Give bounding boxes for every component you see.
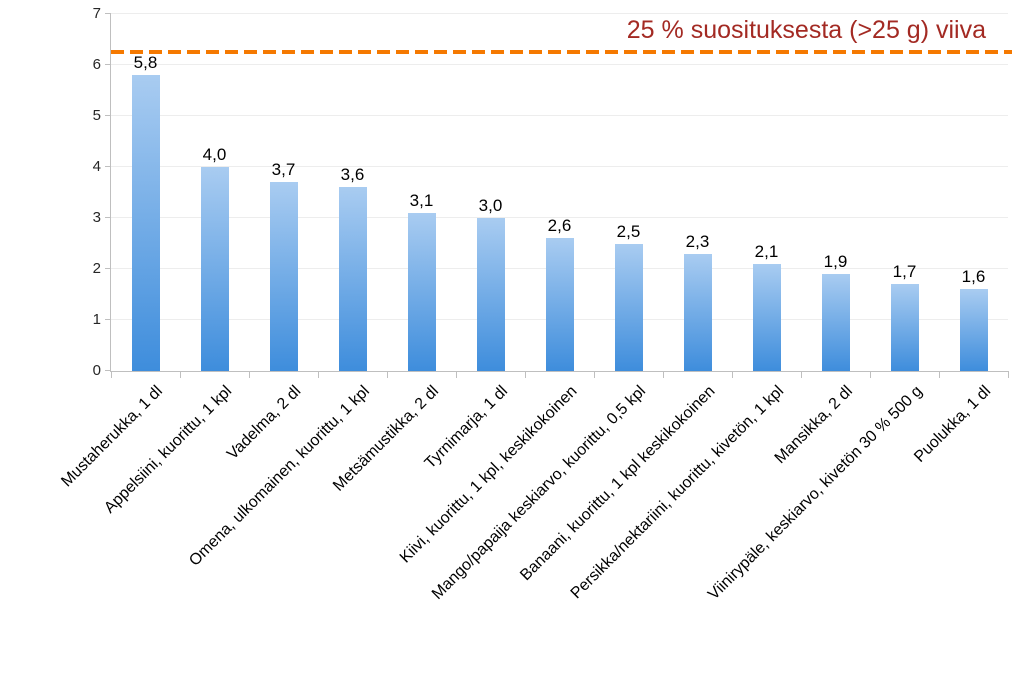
y-tick-mark [105, 115, 111, 116]
gridline [111, 166, 1008, 167]
bar-value-label: 3,7 [271, 160, 296, 180]
reference-line [111, 50, 1012, 55]
x-tick-mark [594, 371, 595, 378]
y-axis-label: 1 [92, 311, 101, 328]
bar [476, 218, 505, 371]
bar [200, 167, 229, 371]
gridline [111, 13, 1008, 14]
x-tick-mark [111, 371, 112, 378]
x-tick-mark [249, 371, 250, 378]
x-tick-mark [180, 371, 181, 378]
y-tick-mark [105, 64, 111, 65]
y-tick-mark [105, 370, 111, 371]
y-axis-label: 7 [92, 5, 101, 22]
bar [131, 75, 160, 371]
y-tick-mark [105, 319, 111, 320]
bar [269, 182, 298, 371]
y-axis-label: 0 [92, 362, 101, 379]
bar [683, 253, 712, 371]
plot-area: 0 1 2 3 4 5 6 7 5,8 4,0 3,7 3,6 3,1 3,0 2,6 2,5 2,3 2,1 1… [59, 5, 1012, 603]
bar-value-label: 1,6 [961, 267, 986, 287]
y-tick-mark [105, 268, 111, 269]
bar [545, 238, 574, 371]
x-tick-mark [387, 371, 388, 378]
x-tick-mark [318, 371, 319, 378]
x-tick-mark [663, 371, 664, 378]
bar-value-label: 4,0 [202, 145, 227, 164]
x-tick-mark [732, 371, 733, 378]
bar-value-label: 2,1 [754, 241, 779, 261]
bar [338, 187, 367, 371]
bar-value-label: 3,6 [340, 165, 365, 185]
gridline [111, 64, 1008, 65]
y-axis-label: 2 [92, 260, 101, 277]
y-axis-label: 4 [92, 158, 101, 175]
x-tick-mark [1008, 371, 1009, 378]
bar [407, 212, 436, 371]
bar-value-label: 2,6 [547, 216, 572, 236]
gridline [111, 115, 1008, 116]
bar-value-label: 1,7 [892, 262, 917, 282]
bar-value-label: 3,0 [478, 196, 503, 215]
reference-line-label: 25 % suosituksesta (>25 g) viiva [626, 16, 986, 44]
y-axis-label: 6 [92, 56, 101, 73]
bar [890, 284, 919, 371]
x-tick-mark [801, 371, 802, 378]
x-category-label: Appelsiini, kuorittu, 1 kpl [101, 382, 236, 517]
y-tick-mark [105, 13, 111, 14]
x-tick-mark [525, 371, 526, 378]
bar-value-label: 5,8 [133, 53, 158, 73]
bar [821, 274, 850, 371]
bar [752, 263, 781, 371]
y-axis-label: 5 [92, 107, 101, 124]
bar-value-label: 3,1 [409, 190, 434, 210]
x-tick-mark [870, 371, 871, 378]
bar-value-label: 2,3 [685, 231, 710, 251]
x-tick-mark [939, 371, 940, 378]
bar-value-label: 1,9 [823, 252, 848, 272]
y-tick-mark [105, 166, 111, 167]
gridline [111, 217, 1008, 218]
bar [614, 243, 643, 371]
y-tick-mark [105, 217, 111, 218]
x-tick-mark [456, 371, 457, 378]
bar [959, 289, 988, 371]
bar-value-label: 2,5 [616, 221, 641, 241]
y-axis-label: 3 [92, 209, 101, 226]
